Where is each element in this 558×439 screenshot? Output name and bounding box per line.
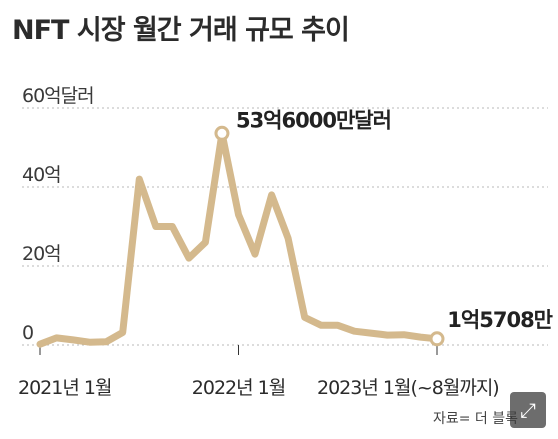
x-tick-label: 2022년 1월 — [192, 377, 285, 399]
annotations: 53억6000만달러 1억5708만 — [214, 108, 554, 347]
x-tick-label: 2023년 1월(~8월까지) — [317, 377, 499, 399]
annotation-marker — [214, 125, 230, 141]
source-note: 자료= 더 블록 — [432, 411, 518, 427]
series-line-path — [36, 129, 441, 348]
annotation-label: 1억5708만 — [447, 308, 552, 332]
annotation-marker — [429, 331, 445, 347]
data-points — [39, 132, 438, 345]
y-tick-labels: 0 20억 40억 60억달러 — [22, 85, 95, 344]
y-tick-label: 60억달러 — [22, 85, 94, 107]
annotation-label: 53억6000만달러 — [236, 108, 391, 132]
x-tick-labels: 2021년 1월 2022년 1월 2023년 1월(~8월까지) — [18, 345, 500, 399]
series-line — [36, 129, 441, 348]
x-tick-label: 2021년 1월 — [18, 377, 111, 399]
y-tick-label: 40억 — [22, 164, 61, 186]
y-tick-label: 0 — [22, 322, 33, 344]
y-tick-label: 20억 — [22, 243, 61, 265]
expand-icon[interactable]: ⤢ — [510, 392, 546, 428]
chart-title: NFT 시장 월간 거래 규모 추이 — [12, 15, 350, 46]
